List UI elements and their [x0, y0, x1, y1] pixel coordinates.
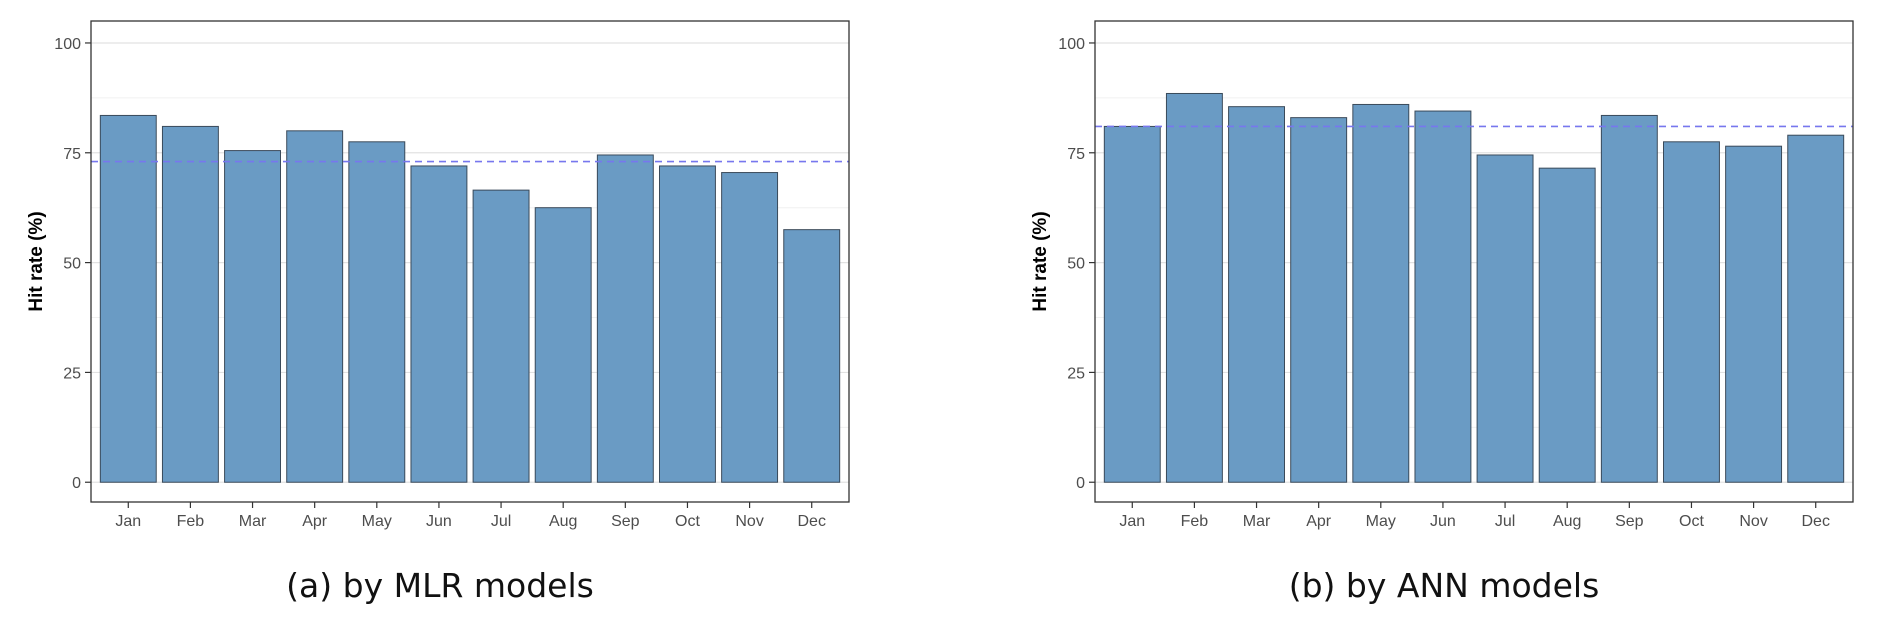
bar-feb: [161, 125, 219, 483]
y-tick-label: 50: [63, 256, 81, 273]
x-tick-label: Nov: [1739, 513, 1767, 530]
x-tick-label: Oct: [1679, 513, 1704, 530]
x-tick-label: Feb: [177, 513, 205, 530]
y-tick-label: 75: [63, 146, 81, 163]
bar-jul: [1476, 154, 1534, 483]
x-tick-label: Dec: [1801, 513, 1829, 530]
bar-feb: [1165, 92, 1223, 483]
x-tick-label: Dec: [797, 513, 825, 530]
bar-oct: [659, 165, 716, 483]
bar-sep: [1600, 114, 1658, 483]
x-tick-label: Mar: [1243, 513, 1271, 530]
x-tick-label: Oct: [675, 513, 700, 530]
x-tick-label: Jan: [1119, 513, 1145, 530]
x-tick-label: May: [362, 513, 392, 530]
x-tick-label: Sep: [611, 513, 640, 530]
x-tick-label: Jun: [426, 513, 452, 530]
x-tick-label: Jun: [1430, 513, 1456, 530]
plot-border: [90, 20, 850, 503]
y-tick-label: 0: [72, 475, 81, 492]
x-tick-label: Jan: [115, 513, 141, 530]
bar-jan: [99, 114, 157, 483]
x-tick-label: Aug: [1553, 513, 1581, 530]
bar-jun: [1414, 110, 1472, 483]
y-tick-label: 50: [1067, 256, 1085, 273]
x-tick-label: May: [1366, 513, 1396, 530]
ann-hit-rate-chart: 0 25 50 75 100 Jan Feb Mar Apr May Jun Jul Aug Sep Oct…: [1030, 20, 1854, 530]
bar-jan: [1103, 125, 1161, 483]
y-tick-label: 100: [1058, 36, 1085, 53]
bar-oct: [1663, 141, 1720, 483]
chart-panel-mlr: 0 25 50 75 100 Jan Feb Mar Apr May Jun Jul Aug Sep Oct…: [26, 20, 850, 605]
y-tick-label: 75: [1067, 146, 1085, 163]
y-tick-label: 0: [1076, 475, 1085, 492]
x-tick-label: Apr: [302, 513, 328, 530]
mlr-hit-rate-chart: 0 25 50 75 100 Jan Feb Mar Apr May Jun Jul Aug Sep Oct…: [26, 20, 850, 530]
plot-border: [1094, 20, 1854, 503]
bar-mar: [1228, 106, 1286, 483]
y-tick-label: 25: [63, 365, 81, 382]
x-tick-label: Nov: [735, 513, 763, 530]
y-tick-label: 100: [54, 36, 81, 53]
bar-jul: [472, 189, 530, 483]
bar-nov: [1725, 145, 1783, 483]
chart-caption: (b) by ANN models: [1288, 566, 1600, 605]
y-axis-label: Hit rate (%): [26, 211, 47, 311]
bar-dec: [1787, 134, 1845, 483]
bar-may: [1352, 103, 1410, 483]
x-tick-label: Jul: [1495, 513, 1515, 530]
bar-may: [348, 141, 406, 483]
bar-aug: [534, 207, 592, 483]
x-tick-label: Apr: [1306, 513, 1332, 530]
bar-dec: [783, 229, 841, 483]
chart-caption: (a) by MLR models: [286, 566, 594, 605]
bar-jun: [410, 165, 468, 483]
x-tick-label: Sep: [1615, 513, 1644, 530]
bar-sep: [596, 154, 654, 483]
x-tick-label: Mar: [239, 513, 267, 530]
x-tick-label: Jul: [491, 513, 511, 530]
chart-panel-ann: 0 25 50 75 100 Jan Feb Mar Apr May Jun Jul Aug Sep Oct…: [1004, 0, 1884, 621]
x-tick-label: Feb: [1181, 513, 1209, 530]
bar-apr: [1290, 117, 1348, 483]
bar-mar: [224, 150, 282, 483]
bar-aug: [1538, 167, 1596, 483]
bar-nov: [721, 172, 779, 483]
y-axis-label: Hit rate (%): [1030, 211, 1051, 311]
x-tick-label: Aug: [549, 513, 577, 530]
bar-apr: [286, 130, 344, 483]
y-tick-label: 25: [1067, 365, 1085, 382]
